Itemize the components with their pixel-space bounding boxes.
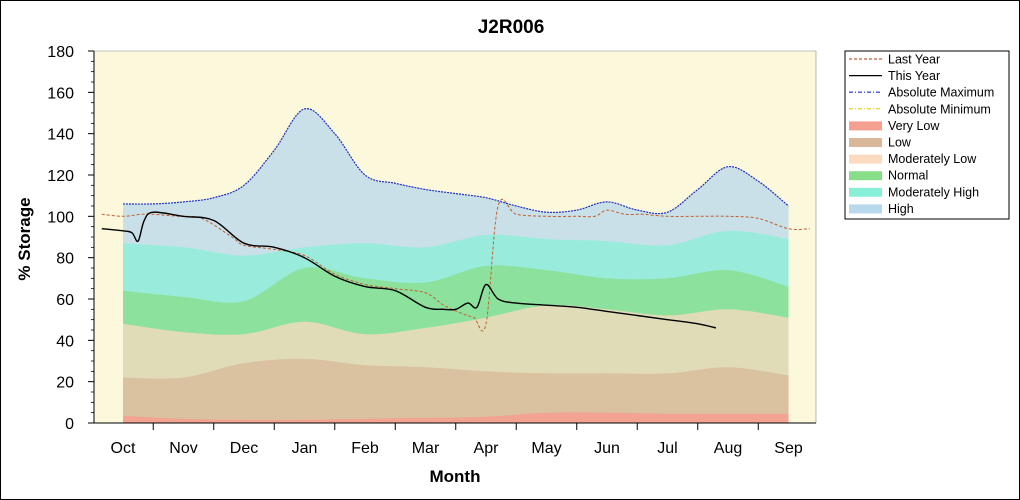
series-last-year	[101, 198, 810, 332]
x-tick-label: Apr	[474, 440, 500, 457]
band-low	[123, 358, 789, 423]
absolute-maximum-line	[122, 108, 789, 215]
legend-item-label: Moderately Low	[888, 152, 977, 166]
y-tick-label: 140	[47, 127, 74, 144]
legend-item-label: Absolute Minimum	[888, 102, 991, 116]
x-tick-label: Mar	[412, 440, 440, 457]
x-tick-label: Dec	[230, 440, 258, 457]
y-tick-label: 120	[47, 168, 74, 185]
x-tick-label: Jul	[657, 440, 677, 457]
legend-swatch	[849, 121, 882, 131]
y-tick-label: 160	[47, 85, 74, 102]
legend-swatch	[849, 171, 882, 181]
x-tick-label: Oct	[111, 440, 136, 457]
x-tick-label: Sep	[774, 440, 803, 457]
y-axis-title: % Storage	[15, 197, 34, 280]
y-tick-label: 0	[65, 416, 74, 433]
plot-area: 0 20 40 60 80 100 120 140 160 180 Oct Nov Dec Jan Feb M…	[47, 44, 817, 457]
legend-item-label: Very Low	[888, 119, 940, 133]
y-tick-label: 80	[56, 251, 74, 268]
legend-item-label: This Year	[888, 69, 940, 83]
chart-title: J2R006	[478, 17, 545, 38]
x-tick-label: May	[531, 440, 561, 457]
legend-item-label: Last Year	[888, 53, 940, 67]
x-tick-label: Aug	[714, 440, 742, 457]
legend-box	[844, 50, 1010, 220]
y-tick-label: 60	[56, 292, 74, 309]
legend-item-label: Moderately High	[888, 185, 979, 199]
x-tick-label: Feb	[351, 440, 379, 457]
legend-swatch	[849, 154, 882, 164]
x-tick-label: Nov	[169, 440, 197, 457]
legend-item-label: Low	[888, 136, 912, 150]
legend: Last Year This Year Absolute Maximum Absolu…	[844, 50, 1010, 220]
y-tick-label: 40	[56, 333, 74, 350]
y-tick-label: 20	[56, 375, 74, 392]
series-this-year	[101, 211, 717, 329]
band-very-low	[123, 412, 789, 423]
y-tick-label: 180	[47, 44, 74, 61]
y-tick-label: 100	[47, 209, 74, 226]
x-axis-title: Month	[430, 467, 481, 486]
legend-swatch	[849, 187, 882, 197]
legend-item-label: Absolute Maximum	[888, 86, 994, 100]
legend-item-label: High	[888, 202, 914, 216]
legend-item-label: Normal	[888, 169, 928, 183]
x-tick-label: Jan	[292, 440, 318, 457]
legend-swatch	[849, 138, 882, 147]
legend-swatch	[849, 204, 882, 214]
x-tick-label: Jun	[594, 440, 620, 457]
